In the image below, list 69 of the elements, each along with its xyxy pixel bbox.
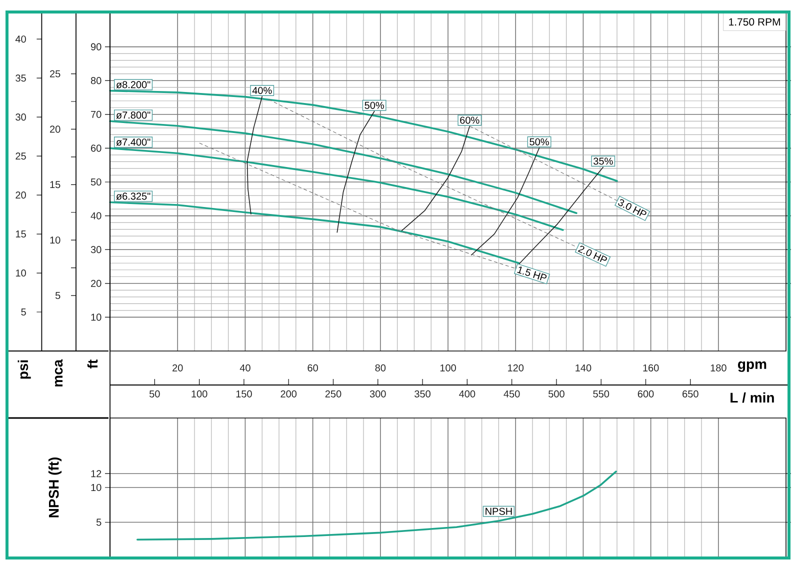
y3-tick-label: 30 <box>16 114 26 121</box>
x2-tick-label: 100 <box>192 390 208 398</box>
x-tick-label: 20 <box>172 364 183 372</box>
y-tick-label: 40 <box>90 212 102 220</box>
y3-axis-title: psi <box>18 360 31 379</box>
series-label: ø7.400" <box>116 138 150 146</box>
y3-tick-label: 5 <box>21 308 26 316</box>
text: 2.0 HP <box>578 246 607 262</box>
x-tick-label: 80 <box>375 364 386 372</box>
y-tick-label: 90 <box>90 43 102 50</box>
series-label: 35% <box>594 158 613 165</box>
series-label: 50% <box>364 102 384 109</box>
series-label: NPSH <box>486 508 512 515</box>
y3-tick-label: 20 <box>16 192 26 199</box>
y-tick-label: 50 <box>90 178 102 186</box>
x2-tick-label: 600 <box>638 390 654 398</box>
y-tick-label: 10 <box>91 484 102 492</box>
x2-tick-label: 350 <box>414 390 430 398</box>
x2-tick-label: 300 <box>370 390 386 398</box>
x2-tick-label: 650 <box>682 390 698 398</box>
y2-tick-label: 15 <box>50 181 60 188</box>
y-axis-title: ft <box>87 360 98 368</box>
y3-tick-label: 40 <box>15 36 26 43</box>
x2-axis-title: L / min <box>730 392 774 403</box>
x2-tick-label: 200 <box>280 390 297 398</box>
x2-tick-label: 250 <box>325 390 342 398</box>
x2-tick-label: 150 <box>236 390 252 398</box>
series-label: 40% <box>252 86 272 94</box>
x-tick-label: 120 <box>508 364 524 372</box>
text: 3.0 HP <box>618 199 646 216</box>
x2-tick-label: 550 <box>593 390 610 398</box>
x2-tick-label: 400 <box>459 390 476 398</box>
y-tick-label: 60 <box>91 144 102 152</box>
x-tick-label: 60 <box>308 364 318 372</box>
line-series <box>109 147 564 231</box>
series-label: ø8.200" <box>116 81 150 88</box>
line-series <box>136 470 617 541</box>
y3-tick-label: 35 <box>16 74 26 82</box>
x2-tick-label: 450 <box>504 390 520 398</box>
x-tick-label: 40 <box>240 364 250 372</box>
x-tick-label: 140 <box>576 364 592 372</box>
y-tick-label: 70 <box>91 110 102 118</box>
y2-tick-label: 20 <box>50 126 60 133</box>
x-tick-label: 160 <box>643 364 659 372</box>
y3-tick-label: 10 <box>16 269 26 277</box>
y-tick-label: 80 <box>90 77 102 84</box>
x-tick-label: 180 <box>710 364 726 372</box>
y2-tick-label: 10 <box>50 236 60 244</box>
y-tick-label: 30 <box>90 246 102 254</box>
y3-tick-label: 25 <box>16 152 26 160</box>
y-tick-label: 5 <box>96 518 102 526</box>
y3-tick-label: 15 <box>16 230 26 238</box>
y-tick-label: 12 <box>91 470 102 478</box>
series-label: ø6.325" <box>116 192 150 200</box>
y2-axis-title: mca <box>54 359 63 386</box>
y-axis-title: NPSH (ft) <box>48 457 62 518</box>
annotation: 1.750 RPM <box>729 18 780 26</box>
series-label: 60% <box>460 116 480 124</box>
series-label: 50% <box>530 138 549 146</box>
x2-tick-label: 500 <box>548 390 564 398</box>
series-label: ø7.800" <box>116 112 150 119</box>
x-tick-label: 100 <box>440 364 456 372</box>
x-axis-title: gpm <box>738 361 766 372</box>
y2-tick-label: 25 <box>50 70 60 78</box>
y-tick-label: 10 <box>91 314 102 321</box>
y2-tick-label: 5 <box>55 292 60 300</box>
text: 1.5 HP <box>517 266 547 280</box>
x2-tick-label: 50 <box>149 390 160 398</box>
y-tick-label: 20 <box>91 280 102 287</box>
